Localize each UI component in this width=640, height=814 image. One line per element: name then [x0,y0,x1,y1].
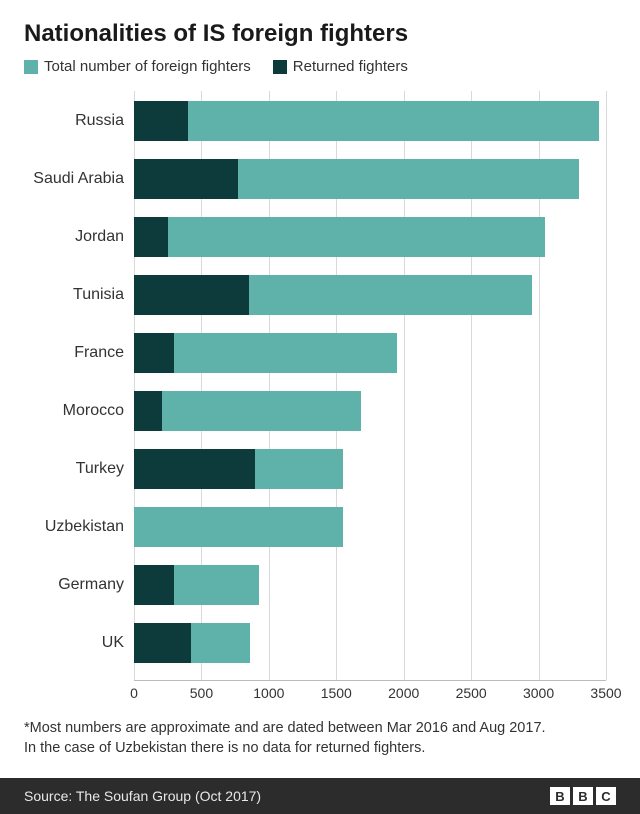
bar-total [134,391,361,431]
footnote-line2: In the case of Uzbekistan there is no da… [24,739,616,759]
legend-item-total: Total number of foreign fighters [24,58,251,75]
legend-label-returned: Returned fighters [293,58,408,75]
bar-row: UK [134,623,606,663]
bar-total [134,101,599,141]
bbc-box-1: B [550,787,570,805]
bar-label: UK [102,634,124,652]
source-text: Source: The Soufan Group (Oct 2017) [24,788,261,804]
bar-label: Uzbekistan [45,518,124,536]
bar-row: Morocco [134,391,606,431]
footer: Source: The Soufan Group (Oct 2017) B B … [0,778,640,814]
bar-total [134,217,545,257]
bar-returned [134,101,188,141]
bar-label: Tunisia [73,286,124,304]
bar-returned [134,159,238,199]
legend: Total number of foreign fighters Returne… [24,58,616,75]
bar-returned [134,391,162,431]
legend-label-total: Total number of foreign fighters [44,58,251,75]
x-axis: 0500100015002000250030003500 [134,681,606,709]
legend-swatch-total [24,60,38,74]
bar-row: Saudi Arabia [134,159,606,199]
bar-returned [134,623,191,663]
bar-row: Tunisia [134,275,606,315]
footnote: *Most numbers are approximate and are da… [24,719,616,758]
bar-total [134,507,343,547]
x-tick: 3500 [590,685,621,701]
chart-title: Nationalities of IS foreign fighters [24,20,616,48]
bar-row: Uzbekistan [134,507,606,547]
bar-row: Jordan [134,217,606,257]
bar-label: Turkey [76,460,124,478]
bar-row: France [134,333,606,373]
chart-container: Nationalities of IS foreign fighters Tot… [0,0,640,709]
bar-label: Morocco [63,402,124,420]
bbc-box-3: C [596,787,616,805]
x-tick: 2500 [456,685,487,701]
bar-returned [134,333,174,373]
bar-label: Jordan [75,228,124,246]
x-tick: 500 [190,685,213,701]
legend-item-returned: Returned fighters [273,58,408,75]
bar-row: Turkey [134,449,606,489]
bar-row: Germany [134,565,606,605]
bar-label: Germany [58,576,124,594]
bar-returned [134,449,255,489]
bbc-box-2: B [573,787,593,805]
footnote-line1: *Most numbers are approximate and are da… [24,719,616,739]
x-tick: 0 [130,685,138,701]
bar-returned [134,217,168,257]
bbc-logo: B B C [550,787,616,805]
legend-swatch-returned [273,60,287,74]
x-tick: 1500 [321,685,352,701]
x-tick: 3000 [523,685,554,701]
plot-area: Russia Saudi Arabia Jordan Tunisia France Mor… [134,91,606,681]
bar-row: Russia [134,101,606,141]
bar-label: Russia [75,112,124,130]
bar-label: Saudi Arabia [33,170,124,188]
bar-returned [134,565,174,605]
x-tick: 1000 [253,685,284,701]
gridline [606,91,607,680]
bar-label: France [74,344,124,362]
x-tick: 2000 [388,685,419,701]
bar-returned [134,275,249,315]
